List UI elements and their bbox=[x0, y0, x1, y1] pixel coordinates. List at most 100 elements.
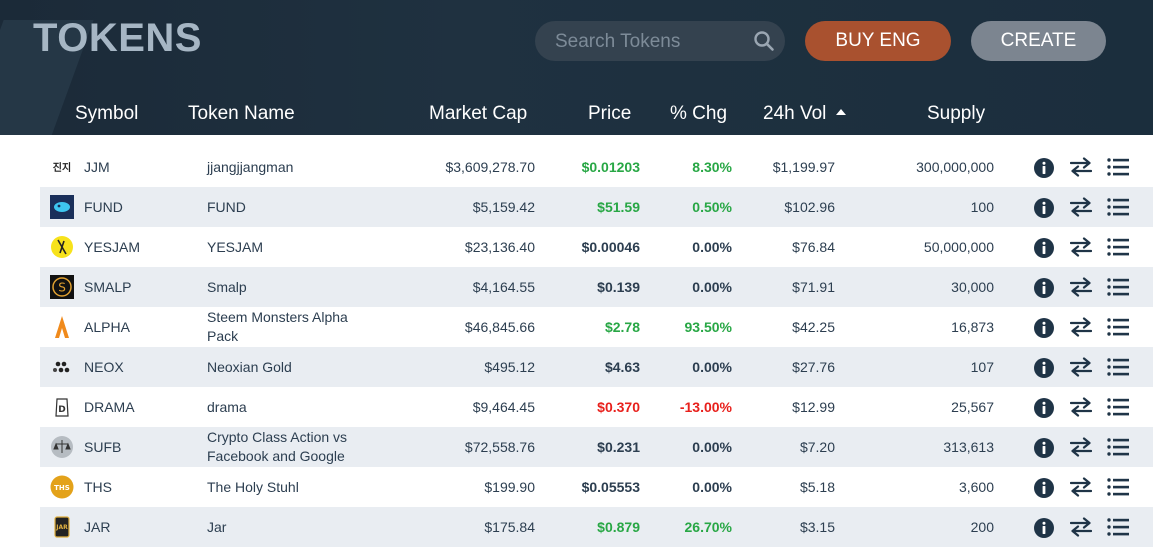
token-name: Crypto Class Action vs Facebook and Goog… bbox=[207, 429, 348, 464]
orderbook-list-icon[interactable] bbox=[1107, 277, 1129, 297]
token-market-cap: $46,845.66 bbox=[464, 319, 535, 335]
jar-logo-text: JAR bbox=[55, 524, 68, 531]
token-actions bbox=[1033, 307, 1143, 347]
token-symbol[interactable]: YESJAM bbox=[84, 239, 141, 255]
token-row-smalp[interactable]: S SMALP Smalp $4,164.55 $0.139 0.00% $71.91 30,… bbox=[40, 267, 1153, 307]
info-icon[interactable] bbox=[1033, 397, 1055, 418]
orderbook-list-icon[interactable] bbox=[1107, 317, 1129, 337]
col-header-symbol[interactable]: Symbol bbox=[75, 103, 139, 124]
token-row-neox[interactable]: NEOX Neoxian Gold $495.12 $4.63 0.00% $27.76 1… bbox=[40, 347, 1153, 387]
token-price: $0.370 bbox=[597, 399, 640, 415]
orderbook-list-icon[interactable] bbox=[1107, 157, 1129, 177]
token-change: 0.50% bbox=[692, 199, 732, 215]
token-symbol[interactable]: DRAMA bbox=[84, 399, 135, 415]
token-name: The Holy Stuhl bbox=[207, 478, 299, 495]
token-change: 8.30% bbox=[692, 159, 732, 175]
info-icon[interactable] bbox=[1033, 157, 1055, 178]
col-header-price[interactable]: Price bbox=[588, 103, 632, 124]
token-market-cap: $199.90 bbox=[484, 479, 535, 495]
info-icon[interactable] bbox=[1033, 437, 1055, 458]
token-row-sufb[interactable]: SUFB Crypto Class Action vs Facebook and … bbox=[40, 427, 1153, 467]
token-row-jjm[interactable]: 진지 JJM jjangjjangman $3,609,278.70 $0.01203 8… bbox=[40, 147, 1153, 187]
info-icon[interactable] bbox=[1033, 477, 1055, 498]
orderbook-list-icon[interactable] bbox=[1107, 517, 1129, 537]
search-icon[interactable] bbox=[753, 30, 775, 52]
trade-icon[interactable] bbox=[1069, 357, 1093, 377]
token-name: Jar bbox=[207, 518, 227, 535]
token-row-jar[interactable]: JAR JAR Jar $175.84 $0.879 26.70% $3.15 200 bbox=[40, 507, 1153, 547]
info-icon[interactable] bbox=[1033, 357, 1055, 378]
token-volume: $1,199.97 bbox=[772, 159, 835, 175]
orderbook-list-icon[interactable] bbox=[1107, 397, 1129, 417]
token-change: 0.00% bbox=[692, 479, 732, 495]
orderbook-list-icon[interactable] bbox=[1107, 437, 1129, 457]
search-box[interactable] bbox=[535, 21, 785, 61]
orderbook-list-icon[interactable] bbox=[1107, 197, 1129, 217]
smalp-logo: S bbox=[50, 267, 74, 307]
col-header-token-name[interactable]: Token Name bbox=[188, 103, 295, 124]
token-symbol[interactable]: THS bbox=[84, 479, 112, 495]
token-market-cap: $3,609,278.70 bbox=[445, 159, 535, 175]
trade-icon[interactable] bbox=[1069, 477, 1093, 497]
orderbook-list-icon[interactable] bbox=[1107, 237, 1129, 257]
ths-logo: THS bbox=[50, 467, 74, 507]
token-supply: 30,000 bbox=[951, 279, 994, 295]
info-icon[interactable] bbox=[1033, 517, 1055, 538]
trade-icon[interactable] bbox=[1069, 237, 1093, 257]
orderbook-list-icon[interactable] bbox=[1107, 357, 1129, 377]
col-header-volume[interactable]: 24h Vol bbox=[763, 103, 847, 125]
token-row-fund[interactable]: FUND FUND $5,159.42 $51.59 0.50% $102.96 100 bbox=[40, 187, 1153, 227]
col-header-supply[interactable]: Supply bbox=[927, 103, 986, 124]
token-supply: 107 bbox=[970, 359, 994, 375]
token-volume: $42.25 bbox=[792, 319, 835, 335]
svg-text:D: D bbox=[58, 405, 65, 415]
trade-icon[interactable] bbox=[1069, 197, 1093, 217]
token-symbol[interactable]: JAR bbox=[84, 519, 111, 535]
token-symbol[interactable]: FUND bbox=[84, 199, 123, 215]
trade-icon[interactable] bbox=[1069, 317, 1093, 337]
token-name: jjangjjangman bbox=[207, 158, 294, 175]
token-supply: 200 bbox=[970, 519, 994, 535]
trade-icon[interactable] bbox=[1069, 157, 1093, 177]
token-volume: $5.18 bbox=[799, 479, 835, 495]
token-row-drama[interactable]: D DRAMA drama $9,464.45 $0.370 -13.00% $12.99 2… bbox=[40, 387, 1153, 427]
trade-icon[interactable] bbox=[1069, 437, 1093, 457]
token-symbol[interactable]: NEOX bbox=[84, 359, 124, 375]
token-change: 0.00% bbox=[692, 439, 732, 455]
search-input[interactable] bbox=[553, 29, 747, 55]
token-symbol[interactable]: JJM bbox=[84, 159, 110, 175]
info-icon[interactable] bbox=[1033, 277, 1055, 298]
token-price: $0.05553 bbox=[581, 479, 640, 495]
token-symbol[interactable]: SMALP bbox=[84, 279, 132, 295]
col-header-change[interactable]: % Chg bbox=[670, 103, 728, 124]
token-name: Neoxian Gold bbox=[207, 358, 292, 375]
ths-logo-text: THS bbox=[54, 484, 70, 492]
token-row-yesjam[interactable]: YESJAM YESJAM $23,136.40 $0.00046 0.00% $76.8… bbox=[40, 227, 1153, 267]
token-actions bbox=[1033, 227, 1143, 267]
token-row-ths[interactable]: THS THS The Holy Stuhl $199.90 $0.05553 0.00%… bbox=[40, 467, 1153, 507]
token-actions bbox=[1033, 147, 1143, 187]
trade-icon[interactable] bbox=[1069, 517, 1093, 537]
trade-icon[interactable] bbox=[1069, 277, 1093, 297]
token-volume: $12.99 bbox=[792, 399, 835, 415]
token-volume: $71.91 bbox=[792, 279, 835, 295]
svg-text:S: S bbox=[58, 281, 66, 295]
col-header-market-cap[interactable]: Market Cap bbox=[429, 103, 528, 124]
token-actions bbox=[1033, 267, 1143, 307]
token-name: YESJAM bbox=[207, 238, 264, 255]
buy-eng-button[interactable]: BUY ENG bbox=[805, 21, 951, 61]
token-price: $0.879 bbox=[597, 519, 640, 535]
info-icon[interactable] bbox=[1033, 197, 1055, 218]
token-price: $0.00046 bbox=[581, 239, 640, 255]
token-row-alpha[interactable]: ALPHA Steem Monsters Alpha Pack $46,845.66… bbox=[40, 307, 1153, 347]
trade-icon[interactable] bbox=[1069, 397, 1093, 417]
token-price: $2.78 bbox=[604, 319, 640, 335]
orderbook-list-icon[interactable] bbox=[1107, 477, 1129, 497]
token-price: $0.01203 bbox=[581, 159, 640, 175]
jjm-logo-text: 진지 bbox=[50, 147, 74, 187]
token-symbol[interactable]: ALPHA bbox=[84, 319, 130, 335]
info-icon[interactable] bbox=[1033, 237, 1055, 258]
token-symbol[interactable]: SUFB bbox=[84, 439, 122, 455]
info-icon[interactable] bbox=[1033, 317, 1055, 338]
create-token-button[interactable]: CREATE bbox=[971, 21, 1106, 61]
